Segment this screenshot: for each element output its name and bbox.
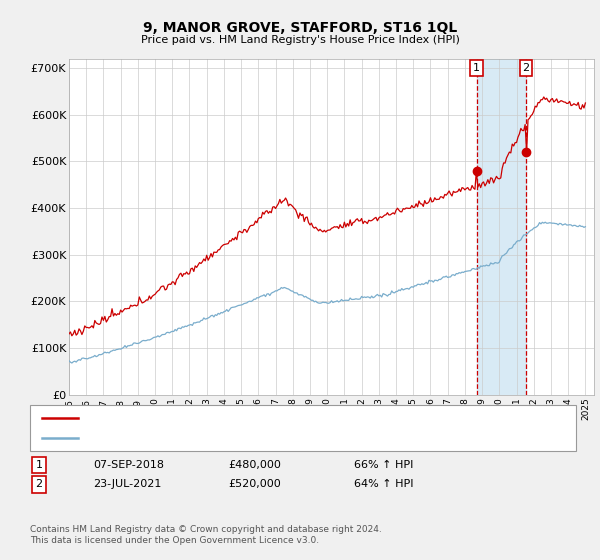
- Bar: [476, 59, 526, 395]
- Text: Contains HM Land Registry data © Crown copyright and database right 2024.
This d: Contains HM Land Registry data © Crown c…: [30, 525, 382, 545]
- Text: Price paid vs. HM Land Registry's House Price Index (HPI): Price paid vs. HM Land Registry's House …: [140, 35, 460, 45]
- Text: 07-SEP-2018: 07-SEP-2018: [93, 460, 164, 470]
- Text: 64% ↑ HPI: 64% ↑ HPI: [354, 479, 413, 489]
- Text: 2: 2: [523, 63, 530, 73]
- Text: 9, MANOR GROVE, STAFFORD, ST16 1QL: 9, MANOR GROVE, STAFFORD, ST16 1QL: [143, 21, 457, 35]
- Text: 23-JUL-2021: 23-JUL-2021: [93, 479, 161, 489]
- Text: £520,000: £520,000: [228, 479, 281, 489]
- Text: 9, MANOR GROVE, STAFFORD, ST16 1QL (detached house): 9, MANOR GROVE, STAFFORD, ST16 1QL (deta…: [87, 413, 392, 423]
- Text: £480,000: £480,000: [228, 460, 281, 470]
- Text: 1: 1: [35, 460, 43, 470]
- Text: 1: 1: [473, 63, 480, 73]
- Text: 66% ↑ HPI: 66% ↑ HPI: [354, 460, 413, 470]
- Text: HPI: Average price, detached house, Stafford: HPI: Average price, detached house, Staf…: [87, 433, 322, 443]
- Text: 2: 2: [35, 479, 43, 489]
